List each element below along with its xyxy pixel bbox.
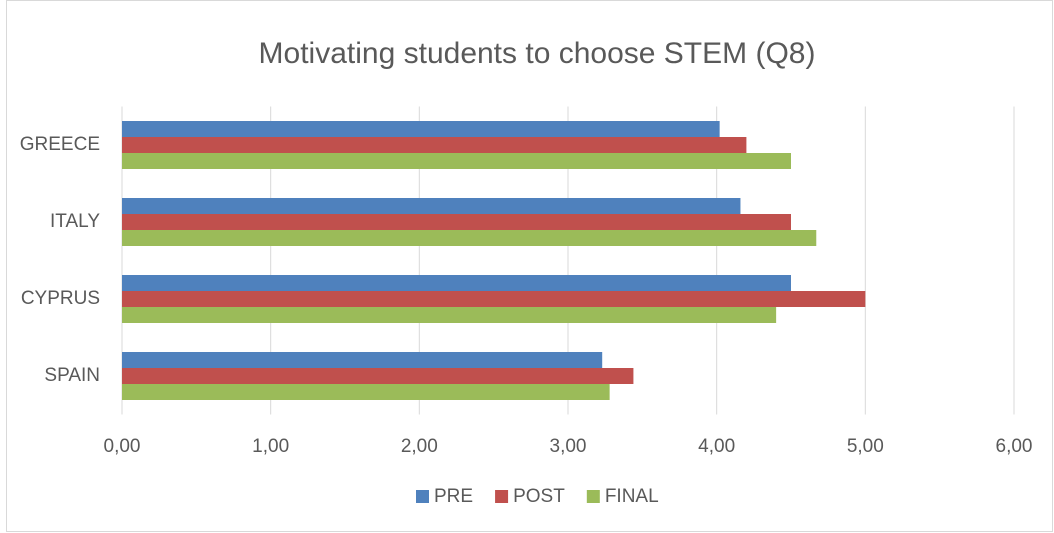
y-tick-label: CYPRUS — [21, 288, 100, 309]
legend-swatch — [416, 490, 429, 503]
bar — [122, 214, 791, 230]
x-tick-label: 0,00 — [104, 436, 141, 457]
x-tick-label: 5,00 — [847, 436, 884, 457]
y-tick-label: SPAIN — [44, 365, 100, 386]
chart-title: Motivating students to choose STEM (Q8) — [259, 37, 816, 70]
bar — [122, 352, 603, 368]
bar — [122, 198, 741, 214]
bar — [122, 137, 747, 153]
legend-label: FINAL — [605, 486, 659, 507]
bar — [122, 153, 791, 169]
legend-label: POST — [513, 486, 565, 507]
y-tick-label: ITALY — [50, 211, 100, 232]
bar — [122, 307, 777, 323]
x-tick-label: 1,00 — [252, 436, 289, 457]
chart-frame — [6, 0, 1053, 532]
x-tick-label: 3,00 — [550, 436, 587, 457]
legend-swatch — [586, 490, 600, 503]
x-tick-label: 2,00 — [401, 436, 438, 457]
bar — [122, 368, 634, 384]
x-tick-label: 4,00 — [698, 436, 735, 457]
bar — [122, 384, 610, 400]
bar — [122, 275, 791, 291]
bar — [122, 291, 866, 307]
legend-label: PRE — [434, 486, 473, 507]
x-tick-label: 6,00 — [996, 436, 1033, 457]
legend-swatch — [495, 490, 509, 503]
bar — [122, 121, 720, 137]
y-tick-label: GREECE — [20, 134, 100, 155]
bar — [122, 230, 817, 246]
